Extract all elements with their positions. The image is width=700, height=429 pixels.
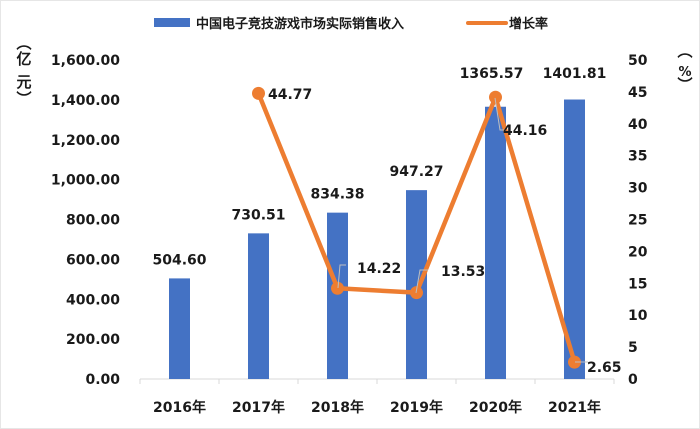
line-data-labels: 44.77 14.22 13.53 44.16 2.65 [268,87,622,376]
left-tick-label: 1,200.00 [51,133,120,149]
right-tick-label: 10 [628,308,648,324]
bar [564,99,585,379]
legend-line-label: 增长率 [509,16,548,32]
right-axis-title-char: % [678,65,691,80]
right-axis-ticks: 0 5 10 15 20 25 30 35 40 45 50 [628,53,648,388]
left-tick-label: 0.00 [85,372,120,388]
left-axis-title: ︵亿元︶ [15,34,31,108]
left-axis-title-char: 元 [16,73,31,91]
right-tick-label: 15 [628,276,647,292]
right-tick-label: 30 [628,181,648,197]
left-axis-title-char: 亿 [16,50,31,68]
bar-value-label: 1401.81 [543,66,607,82]
bar-series [169,99,585,380]
bar-value-label: 1365.57 [460,66,524,82]
left-tick-label: 800.00 [66,213,120,229]
growth-marker [252,86,265,100]
left-tick-label: 200.00 [66,332,120,348]
x-tick-label: 2019年 [390,399,443,416]
left-axis-ticks: 0.00 200.00 400.00 600.00 800.00 1,000.00 1,20… [51,53,120,388]
right-axis-title-char: ︶ [676,76,692,94]
right-tick-label: 5 [628,340,638,356]
x-tick-label: 2018年 [311,399,364,416]
bar [485,106,506,380]
growth-marker [331,281,344,295]
x-tick-label: 2020年 [469,399,522,416]
growth-value-label: 13.53 [441,264,485,280]
right-tick-label: 0 [628,372,638,388]
bar [327,212,348,379]
x-tick-label: 2021年 [548,399,601,416]
left-tick-label: 600.00 [66,252,120,268]
left-axis-title-char: ︶ [15,90,31,108]
label-leader-line [337,264,346,289]
legend: 中国电子竞技游戏市场实际销售收入 增长率 [154,16,548,32]
left-tick-label: 1,600.00 [51,53,120,69]
right-axis-title: ︵%︶ [676,42,692,94]
right-tick-label: 45 [628,85,647,101]
x-tick-label: 2017年 [232,399,285,416]
x-tick-label: 2016年 [153,399,206,416]
right-axis-title-char: ︵ [676,42,692,60]
label-leader-line [415,269,428,294]
label-leader-line [494,97,506,131]
bar-value-label: 504.60 [152,252,206,268]
growth-value-label: 44.16 [503,123,547,139]
bar-data-labels: 504.60 730.51 834.38 947.27 1365.57 1401.81 [152,66,606,268]
growth-value-label: 2.65 [587,360,622,376]
x-axis: 2016年 2017年 2018年 2019年 2020年 2021年 [139,378,615,416]
bar-value-label: 834.38 [310,187,364,203]
bar-value-label: 947.27 [389,164,443,180]
right-tick-label: 25 [628,213,647,229]
bar [406,190,427,379]
right-tick-label: 50 [628,53,648,69]
left-tick-label: 1,000.00 [51,173,120,189]
left-tick-label: 400.00 [66,292,120,308]
legend-bar-swatch [154,18,190,27]
right-tick-label: 40 [628,117,648,133]
growth-marker [568,355,581,369]
growth-value-label: 14.22 [357,261,401,277]
bar [248,233,269,379]
right-tick-label: 35 [628,149,647,165]
growth-value-label: 44.77 [268,87,312,103]
growth-marker [489,90,502,104]
bar-value-label: 730.51 [231,207,285,223]
bar [169,278,190,379]
right-tick-label: 20 [628,244,648,260]
left-tick-label: 1,400.00 [51,93,120,109]
legend-bar-label: 中国电子竞技游戏市场实际销售收入 [196,16,404,32]
left-axis-title-char: ︵ [15,34,31,52]
